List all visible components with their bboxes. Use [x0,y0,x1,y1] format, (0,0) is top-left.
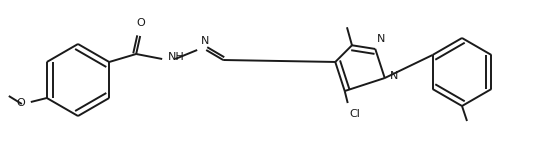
Text: N: N [201,36,210,46]
Text: NH: NH [168,52,185,62]
Text: N: N [377,34,386,44]
Text: O: O [16,98,25,108]
Text: Cl: Cl [350,109,360,119]
Text: N: N [390,71,398,81]
Text: O: O [137,18,146,28]
